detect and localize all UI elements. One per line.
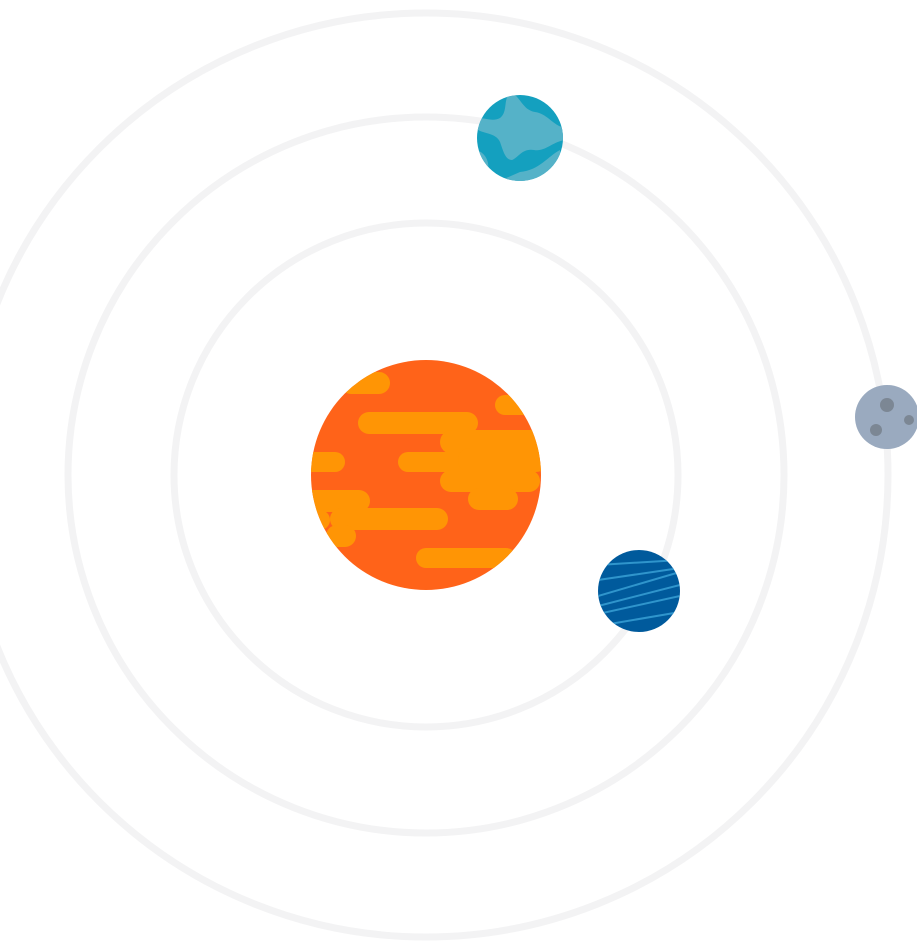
striped-planet-icon [598, 550, 680, 632]
moon-icon [855, 385, 917, 449]
sun-bands [311, 372, 541, 568]
sun-icon [311, 360, 541, 590]
earth-icon [477, 95, 563, 181]
orbits [0, 9, 892, 941]
orbit-middle [64, 113, 788, 837]
orbit-outer [0, 9, 892, 941]
planet-stripes [598, 559, 680, 627]
orbit-inner [170, 219, 682, 731]
